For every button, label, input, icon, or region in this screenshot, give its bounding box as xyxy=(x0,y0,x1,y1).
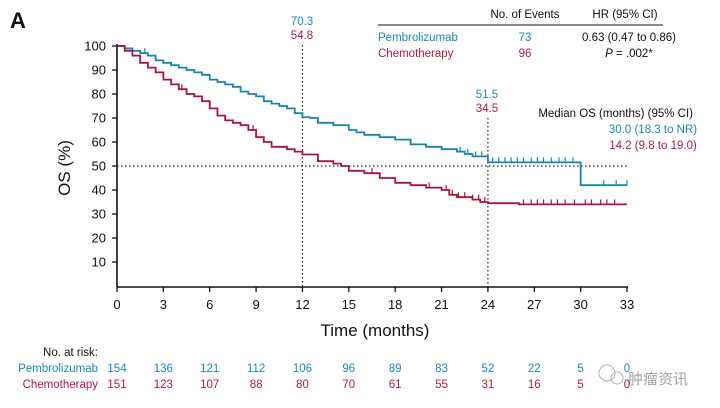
y-axis-label: OS (%) xyxy=(55,140,74,196)
risk-value: 22 xyxy=(528,363,541,375)
y-tick-label: 30 xyxy=(92,207,106,222)
risk-value: 96 xyxy=(342,363,355,375)
curve-pembrolizumab xyxy=(117,45,627,187)
x-ticks: 0 3 6 9 12 15 18 21 24 27 30 33 xyxy=(113,287,634,312)
risk-value: 151 xyxy=(107,379,126,391)
risk-value: 70 xyxy=(342,379,355,391)
y-tick-label: 20 xyxy=(92,231,106,246)
x-tick-label: 15 xyxy=(342,297,356,312)
risk-value: 106 xyxy=(293,363,312,375)
risk-value: 123 xyxy=(154,379,173,391)
events-row-pembro-name: Pembrolizumab xyxy=(378,32,458,44)
survival-curves xyxy=(117,45,628,206)
y-tick-label: 50 xyxy=(92,159,106,174)
risk-value: 16 xyxy=(528,379,541,391)
y-tick-label: 10 xyxy=(92,255,106,270)
landmark-24-pembro: 51.5 xyxy=(476,89,498,101)
risk-value: 136 xyxy=(154,363,173,375)
risk-value: 121 xyxy=(200,363,219,375)
x-tick-label: 3 xyxy=(160,297,167,312)
landmark-12-chemo: 54.8 xyxy=(291,30,313,42)
wechat-icon-small xyxy=(610,371,624,385)
risk-value: 52 xyxy=(482,363,495,375)
risk-value: 5 xyxy=(577,379,583,391)
risk-value: 112 xyxy=(247,363,265,375)
events-row-chemo-count: 96 xyxy=(519,48,532,60)
y-tick-label: 40 xyxy=(92,183,106,198)
risk-value: 89 xyxy=(389,363,402,375)
x-tick-label: 24 xyxy=(481,297,495,312)
risk-row-pembro-name: Pembrolizumab xyxy=(18,363,98,375)
events-row-chemo-name: Chemotherapy xyxy=(378,48,454,60)
risk-value: 5 xyxy=(577,363,583,375)
risk-value: 55 xyxy=(435,379,448,391)
x-tick-label: 18 xyxy=(388,297,402,312)
p-label: P xyxy=(605,48,613,60)
events-row-pembro-hr: 0.63 (0.47 to 0.86) xyxy=(582,32,676,44)
watermark: 肿瘤资讯 xyxy=(598,364,688,388)
x-tick-label: 9 xyxy=(252,297,259,312)
reference-lines xyxy=(117,45,627,287)
events-table: No. of Events HR (95% CI) Pembrolizumab … xyxy=(378,9,676,60)
landmark-12-pembro: 70.3 xyxy=(291,16,313,28)
x-tick-label: 6 xyxy=(206,297,213,312)
median-title: Median OS (months) (95% CI) xyxy=(538,108,693,120)
risk-title: No. at risk: xyxy=(43,347,98,359)
events-row-chemo-p: P = .002* xyxy=(605,48,653,60)
y-tick-label: 90 xyxy=(92,63,106,78)
median-pembro: 30.0 (18.3 to NR) xyxy=(609,124,697,136)
p-value: = .002* xyxy=(613,48,653,60)
risk-value: 83 xyxy=(435,363,448,375)
x-tick-label: 27 xyxy=(527,297,541,312)
median-os-box: Median OS (months) (95% CI) 30.0 (18.3 t… xyxy=(538,108,697,152)
median-chemo: 14.2 (9.8 to 19.0) xyxy=(609,140,697,152)
y-tick-label: 70 xyxy=(92,111,106,126)
curve-chemotherapy xyxy=(117,45,627,206)
risk-value: 80 xyxy=(296,379,309,391)
x-axis-label: Time (months) xyxy=(321,321,430,340)
x-tick-label: 33 xyxy=(620,297,634,312)
panel-label: A xyxy=(10,8,26,33)
risk-value: 31 xyxy=(482,379,495,391)
x-tick-label: 30 xyxy=(573,297,587,312)
events-row-pembro-count: 73 xyxy=(519,32,532,44)
watermark-text: 肿瘤资讯 xyxy=(628,371,688,388)
risk-table: No. at risk: Pembrolizumab Chemotherapy … xyxy=(18,347,630,391)
y-ticks: 10 20 30 40 50 60 70 80 90 100 xyxy=(84,39,117,270)
risk-value: 154 xyxy=(107,363,127,375)
risk-values: 154 136 121 112 106 96 89 83 52 22 5 0 151 123 107 88 80… xyxy=(107,363,630,391)
events-header: No. of Events xyxy=(490,9,559,21)
risk-value: 0 xyxy=(624,363,630,375)
y-tick-label: 100 xyxy=(84,39,106,54)
y-tick-label: 60 xyxy=(92,135,106,150)
x-tick-label: 21 xyxy=(434,297,448,312)
risk-value: 88 xyxy=(250,379,263,391)
x-tick-label: 12 xyxy=(295,297,309,312)
hr-header: HR (95% CI) xyxy=(592,9,657,21)
risk-row-chemo-name: Chemotherapy xyxy=(23,379,99,391)
x-tick-label: 0 xyxy=(113,297,120,312)
y-tick-label: 80 xyxy=(92,87,106,102)
landmark-24-chemo: 34.5 xyxy=(476,103,498,115)
risk-value: 61 xyxy=(389,379,402,391)
wechat-icon xyxy=(598,364,616,382)
risk-value: 0 xyxy=(624,379,630,391)
risk-value: 107 xyxy=(200,379,219,391)
